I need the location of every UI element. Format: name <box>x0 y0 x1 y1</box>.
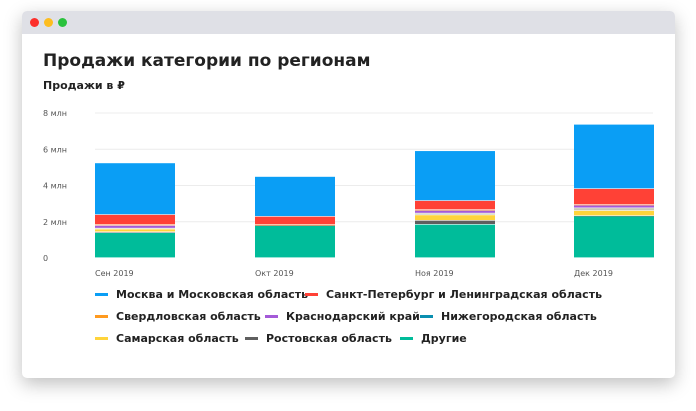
legend-label: Краснодарский край <box>286 310 420 323</box>
legend-item[interactable]: Ростовская область <box>245 332 392 345</box>
legend-item[interactable]: Москва и Московская область <box>95 288 308 301</box>
bar-segment <box>574 210 654 216</box>
bar-segment <box>574 188 654 205</box>
legend-label: Самарская область <box>116 332 239 345</box>
y-tick-label: 6 млн <box>43 145 67 154</box>
bar-segment <box>574 208 654 211</box>
legend-item[interactable]: Санкт-Петербург и Ленинградская область <box>305 288 602 301</box>
bar-segment <box>415 151 495 201</box>
legend-swatch <box>305 293 318 296</box>
bar-segment <box>95 232 175 258</box>
bar-segment <box>415 224 495 258</box>
bar-segment <box>574 216 654 258</box>
title-bar <box>22 11 675 34</box>
bar-segment <box>415 200 495 210</box>
bar-segment <box>95 214 175 225</box>
legend-item[interactable]: Другие <box>400 332 467 345</box>
legend-label: Другие <box>421 332 467 345</box>
legend-label: Москва и Московская область <box>116 288 309 301</box>
legend-label: Ростовская область <box>266 332 392 345</box>
y-tick-label: 4 млн <box>43 182 67 191</box>
x-tick-label: Дек 2019 <box>574 269 613 278</box>
legend-item[interactable]: Нижегородская область <box>420 310 597 323</box>
legend-swatch <box>265 315 278 318</box>
close-button[interactable] <box>30 18 39 27</box>
x-tick-label: Сен 2019 <box>95 269 134 278</box>
bar-segment <box>574 205 654 208</box>
bar-segment <box>415 210 495 213</box>
x-tick-label: Ноя 2019 <box>415 269 454 278</box>
bar-segment <box>415 220 495 225</box>
y-tick-label: 8 млн <box>43 109 67 118</box>
legend-label: Санкт-Петербург и Ленинградская область <box>326 288 603 301</box>
bar-segment <box>255 216 335 225</box>
bar-segment <box>255 225 335 258</box>
legend-label: Свердловская область <box>116 310 261 323</box>
legend-label: Нижегородская область <box>441 310 597 323</box>
y-tick-label: 2 млн <box>43 218 67 227</box>
legend-swatch <box>95 337 108 340</box>
bar-segment <box>415 215 495 221</box>
chart-title: Продажи категории по регионам <box>43 51 371 71</box>
bar-segment <box>255 176 335 217</box>
legend-swatch <box>95 293 108 296</box>
legend-item[interactable]: Краснодарский край <box>265 310 420 323</box>
bar-segment <box>574 124 654 189</box>
maximize-button[interactable] <box>58 18 67 27</box>
legend-item[interactable]: Самарская область <box>95 332 239 345</box>
bar-segment <box>95 229 175 232</box>
y-tick-label: 0 <box>43 254 48 263</box>
legend-swatch <box>420 315 433 318</box>
legend-swatch <box>400 337 413 340</box>
bar-segment <box>415 213 495 215</box>
legend-item[interactable]: Свердловская область <box>95 310 261 323</box>
legend-swatch <box>245 337 258 340</box>
legend-swatch <box>95 315 108 318</box>
minimize-button[interactable] <box>44 18 53 27</box>
chart-subtitle: Продажи в ₽ <box>43 79 125 92</box>
x-tick-label: Окт 2019 <box>255 269 294 278</box>
bar-segment <box>95 163 175 215</box>
bar-segment <box>95 225 175 228</box>
